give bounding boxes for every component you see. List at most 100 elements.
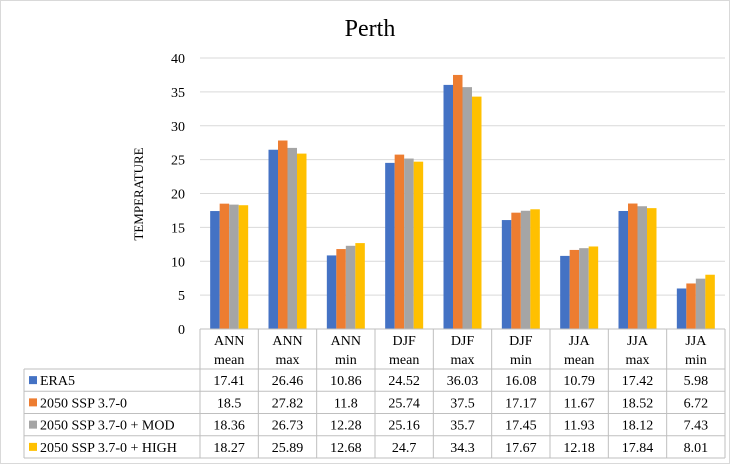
data-label: 17.84 bbox=[622, 441, 654, 456]
bar bbox=[695, 278, 706, 329]
bar bbox=[394, 154, 405, 329]
bar bbox=[413, 161, 424, 329]
bar bbox=[520, 210, 531, 329]
y-tick-label: 15 bbox=[171, 221, 185, 236]
data-label: 34.3 bbox=[450, 441, 475, 456]
data-label: 17.67 bbox=[505, 441, 537, 456]
legend-swatch bbox=[29, 442, 37, 451]
bar bbox=[326, 255, 337, 329]
y-tick-label: 0 bbox=[178, 323, 185, 338]
bar bbox=[336, 249, 346, 329]
data-label: 18.27 bbox=[213, 441, 245, 456]
bar bbox=[511, 212, 521, 329]
data-label: 11.93 bbox=[564, 419, 595, 434]
bar bbox=[443, 84, 453, 329]
data-label: 5.98 bbox=[684, 374, 709, 389]
data-label: 26.73 bbox=[272, 419, 304, 434]
bar bbox=[530, 209, 540, 329]
data-label: 17.41 bbox=[213, 374, 245, 389]
bar bbox=[297, 153, 307, 329]
bar bbox=[219, 203, 230, 329]
chart-title: Perth bbox=[345, 16, 396, 42]
category-label: max bbox=[625, 353, 649, 368]
category-label: ANN bbox=[214, 334, 244, 349]
bar bbox=[287, 147, 297, 329]
data-label: 6.72 bbox=[684, 396, 709, 411]
data-label: 11.67 bbox=[564, 396, 595, 411]
legend-swatch bbox=[29, 420, 37, 429]
category-label: JJA bbox=[627, 334, 649, 349]
data-label: 12.18 bbox=[563, 441, 595, 456]
category-label: mean bbox=[564, 353, 594, 368]
category-label: max bbox=[275, 353, 299, 368]
data-label: 27.82 bbox=[272, 396, 304, 411]
data-label: 25.16 bbox=[388, 419, 420, 434]
bar bbox=[238, 205, 249, 329]
bar bbox=[588, 246, 599, 329]
y-axis-ticks: 0 5 10 15 20 25 30 35 40 bbox=[171, 52, 185, 338]
data-label: 17.17 bbox=[505, 396, 537, 411]
legend-label: 2050 SSP 3.7-0 + HIGH bbox=[40, 441, 177, 456]
data-label: 25.74 bbox=[388, 396, 420, 411]
data-label: 36.03 bbox=[447, 374, 479, 389]
bar bbox=[453, 74, 463, 329]
data-label: 24.52 bbox=[388, 374, 420, 389]
bar bbox=[462, 87, 472, 329]
bar bbox=[628, 203, 638, 329]
bar bbox=[355, 243, 365, 329]
y-tick-label: 30 bbox=[171, 120, 185, 135]
data-label: 35.7 bbox=[450, 419, 475, 434]
data-label: 7.43 bbox=[684, 419, 709, 434]
data-table: ANN mean ANN max ANN min DJF mean DJF max DJF min JJ… bbox=[23, 328, 726, 459]
data-label: 26.46 bbox=[272, 374, 304, 389]
data-label: 18.12 bbox=[622, 419, 654, 434]
bar bbox=[268, 149, 278, 329]
bar bbox=[210, 211, 220, 329]
bar bbox=[501, 220, 512, 329]
legend-label: ERA5 bbox=[40, 374, 75, 389]
data-label: 37.5 bbox=[450, 396, 475, 411]
bar bbox=[404, 158, 414, 329]
category-label: JJA bbox=[569, 334, 591, 349]
bar bbox=[579, 248, 589, 329]
data-label: 10.79 bbox=[563, 374, 595, 389]
bar bbox=[676, 288, 687, 329]
y-tick-label: 5 bbox=[178, 289, 185, 304]
category-label: min bbox=[510, 353, 532, 368]
data-label: 17.42 bbox=[622, 374, 654, 389]
category-label: min bbox=[335, 353, 357, 368]
data-label: 17.45 bbox=[505, 419, 537, 434]
category-label: DJF bbox=[451, 334, 475, 349]
bar bbox=[618, 210, 628, 329]
bars bbox=[210, 74, 715, 330]
bar bbox=[637, 206, 647, 329]
y-tick-label: 35 bbox=[171, 86, 185, 101]
bar bbox=[686, 283, 696, 329]
data-label: 8.01 bbox=[684, 441, 709, 456]
legend-label: 2050 SSP 3.7-0 bbox=[40, 396, 127, 411]
y-tick-label: 25 bbox=[171, 154, 185, 169]
category-label: ANN bbox=[272, 334, 302, 349]
bar bbox=[385, 162, 395, 329]
category-label: min bbox=[685, 353, 707, 368]
y-tick-label: 40 bbox=[171, 52, 185, 67]
bar bbox=[278, 140, 288, 329]
data-label: 12.68 bbox=[330, 441, 362, 456]
y-tick-label: 20 bbox=[171, 188, 185, 203]
bar bbox=[647, 208, 657, 329]
data-label: 16.08 bbox=[505, 374, 537, 389]
data-label: 12.28 bbox=[330, 419, 362, 434]
category-label: DJF bbox=[509, 334, 533, 349]
legend-label: 2050 SSP 3.7-0 + MOD bbox=[40, 419, 175, 434]
bar bbox=[345, 245, 356, 329]
category-label: ANN bbox=[331, 334, 361, 349]
data-label: 18.52 bbox=[622, 396, 654, 411]
data-label: 25.89 bbox=[272, 441, 304, 456]
data-label: 18.5 bbox=[217, 396, 242, 411]
bar bbox=[229, 204, 239, 329]
bar bbox=[560, 255, 570, 329]
bar bbox=[472, 96, 482, 330]
data-label: 18.36 bbox=[213, 419, 245, 434]
category-label: mean bbox=[214, 353, 244, 368]
